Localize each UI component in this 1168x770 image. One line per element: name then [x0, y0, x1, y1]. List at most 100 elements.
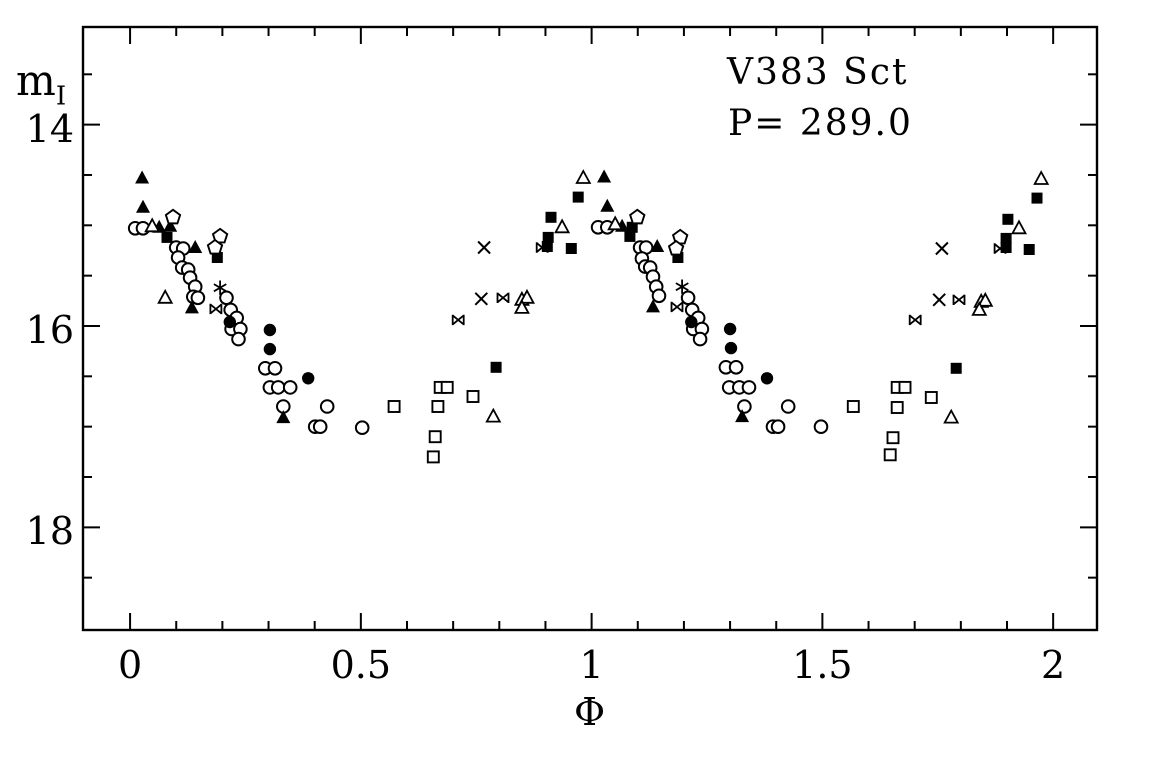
data-point-marker	[545, 211, 557, 223]
marker-shape	[575, 169, 592, 184]
data-point-marker	[575, 169, 592, 184]
marker-shape	[597, 169, 612, 183]
data-point-marker	[890, 401, 904, 414]
data-point-marker	[943, 408, 960, 424]
y-axis-label-subscript: I	[55, 81, 67, 112]
marker-shape	[431, 400, 445, 413]
data-point-marker	[760, 372, 774, 385]
data-point-marker	[624, 230, 636, 242]
data-point-marker	[319, 399, 335, 414]
data-point-marker	[667, 239, 685, 256]
series-filled-triangle	[135, 169, 750, 424]
series-four-point-star	[209, 242, 1007, 326]
marker-shape	[626, 221, 638, 233]
marker-shape	[692, 331, 708, 347]
marker-shape	[161, 231, 173, 243]
data-point-marker	[770, 419, 786, 435]
marker-shape	[607, 215, 624, 231]
marker-shape	[813, 419, 829, 435]
data-point-marker	[1000, 232, 1012, 244]
data-point-marker	[206, 238, 224, 255]
data-point-marker	[302, 372, 315, 385]
marker-shape	[1002, 213, 1014, 225]
marker-shape	[554, 218, 571, 234]
data-point-marker	[597, 169, 612, 183]
marker-shape	[302, 372, 315, 385]
data-point-marker	[672, 252, 684, 263]
marker-shape	[1033, 170, 1050, 185]
marker-shape	[680, 290, 696, 306]
data-point-marker	[190, 290, 206, 306]
data-point-marker	[135, 170, 150, 184]
data-point-marker	[426, 450, 440, 464]
data-point-marker	[163, 218, 178, 232]
marker-shape	[223, 315, 236, 329]
marker-shape	[276, 410, 291, 424]
y-axis-label-base: m	[16, 56, 56, 105]
data-point-marker	[993, 243, 1007, 254]
marker-shape	[572, 191, 584, 203]
star-name-title: V383 Sct	[727, 52, 909, 93]
data-point-marker	[542, 231, 554, 243]
data-point-marker	[1010, 219, 1028, 235]
y-tick-label: 14	[25, 106, 74, 151]
data-point-marker	[813, 419, 829, 435]
marker-shape	[466, 390, 480, 403]
marker-shape	[426, 450, 440, 464]
data-point-marker	[898, 380, 912, 394]
marker-shape	[535, 242, 549, 253]
x-tick-label: 1.5	[792, 643, 853, 687]
data-point-marker	[554, 218, 571, 234]
marker-shape	[760, 372, 774, 385]
marker-shape	[908, 314, 922, 326]
marker-shape	[932, 293, 946, 307]
series-open-circle	[127, 220, 829, 436]
marker-shape	[490, 361, 502, 373]
data-point-marker	[188, 240, 203, 253]
marker-shape	[451, 314, 465, 326]
marker-shape	[735, 409, 750, 423]
marker-shape	[971, 301, 988, 316]
marker-shape	[282, 380, 298, 395]
data-point-marker	[971, 301, 988, 316]
marker-shape	[770, 419, 786, 435]
data-point-marker	[572, 191, 584, 203]
data-point-marker	[466, 390, 480, 403]
data-point-marker	[935, 241, 949, 256]
x-tick-label: 0.5	[330, 643, 392, 687]
marker-shape	[211, 252, 223, 263]
marker-shape	[670, 301, 684, 313]
data-point-marker	[267, 360, 283, 376]
data-point-marker	[157, 288, 174, 304]
marker-shape	[474, 292, 489, 306]
marker-shape	[213, 280, 227, 295]
data-point-marker	[735, 409, 750, 423]
series-open-triangle	[144, 169, 1050, 424]
marker-shape	[741, 380, 757, 395]
data-point-marker	[977, 291, 994, 307]
marker-shape	[600, 198, 615, 212]
data-point-marker	[263, 323, 277, 337]
marker-shape	[440, 380, 454, 394]
marker-shape	[163, 218, 178, 232]
series-filled-square	[161, 191, 1043, 374]
marker-shape	[513, 299, 530, 314]
marker-shape	[545, 211, 557, 223]
marker-shape	[144, 217, 161, 233]
marker-shape	[319, 399, 335, 414]
marker-shape	[780, 399, 796, 414]
data-point-marker	[629, 208, 646, 225]
data-point-marker	[650, 239, 665, 252]
marker-shape	[209, 303, 223, 315]
y-tick-label: 16	[25, 307, 74, 352]
data-point-marker	[670, 301, 684, 313]
data-point-marker	[646, 299, 660, 313]
x-axis-label: Φ	[574, 690, 606, 734]
data-point-marker	[211, 252, 223, 263]
data-point-marker	[312, 419, 328, 435]
data-point-marker	[231, 331, 246, 347]
marker-shape	[883, 448, 897, 462]
series-asterisk	[213, 279, 689, 295]
marker-shape	[898, 380, 912, 394]
